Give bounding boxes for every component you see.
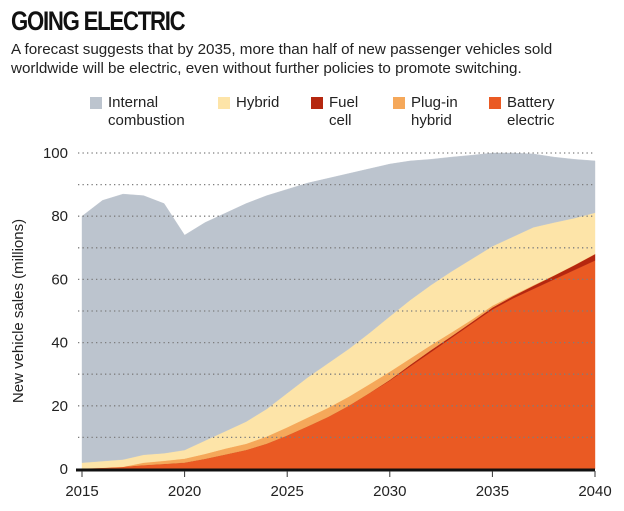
legend-item-battery-electric: Battery electric	[489, 94, 555, 130]
legend-item-internal-combustion: Internal combustion	[90, 94, 185, 130]
legend-item-plugin-hybrid: Plug-in hybrid	[393, 94, 458, 130]
x-tick-label: 2030	[373, 483, 406, 500]
chart-title: GOING ELECTRIC	[11, 6, 186, 36]
legend-item-fuel-cell: Fuel cell	[311, 94, 358, 130]
y-tick-label: 0	[60, 461, 68, 478]
x-tick-label: 2020	[168, 483, 201, 500]
legend-item-hybrid: Hybrid	[218, 94, 279, 112]
legend-swatch-battery-electric	[489, 97, 501, 109]
legend-label-plugin-hybrid: Plug-in hybrid	[411, 94, 458, 129]
area-layers	[81, 152, 596, 470]
x-tick-label: 2035	[476, 483, 509, 500]
legend-label-battery-electric: Battery electric	[507, 94, 555, 129]
legend-swatch-plugin-hybrid	[393, 97, 405, 109]
legend-label-internal-combustion: Internal combustion	[108, 94, 185, 129]
gridlines	[78, 152, 593, 439]
legend-swatch-internal-combustion	[90, 97, 102, 109]
y-tick-label: 60	[51, 271, 68, 288]
legend-label-hybrid: Hybrid	[236, 94, 280, 111]
y-tick-label: 40	[51, 335, 68, 352]
y-tick-label: 80	[51, 208, 68, 225]
legend-swatch-hybrid	[218, 97, 230, 109]
chart-subtitle: A forecast suggests that by 2035, more t…	[11, 41, 553, 77]
y-axis-title: New vehicle sales (millions)	[10, 219, 27, 403]
x-tick-label: 2015	[65, 483, 98, 500]
x-tick-label: 2025	[271, 483, 304, 500]
y-tick-label: 100	[43, 145, 68, 162]
y-tick-label: 20	[51, 398, 68, 415]
legend-swatch-fuel-cell	[311, 97, 323, 109]
legend-label-fuel-cell: Fuel cell	[329, 94, 359, 129]
area-internal-combustion	[81, 152, 596, 463]
x-tick-label: 2040	[578, 483, 611, 500]
